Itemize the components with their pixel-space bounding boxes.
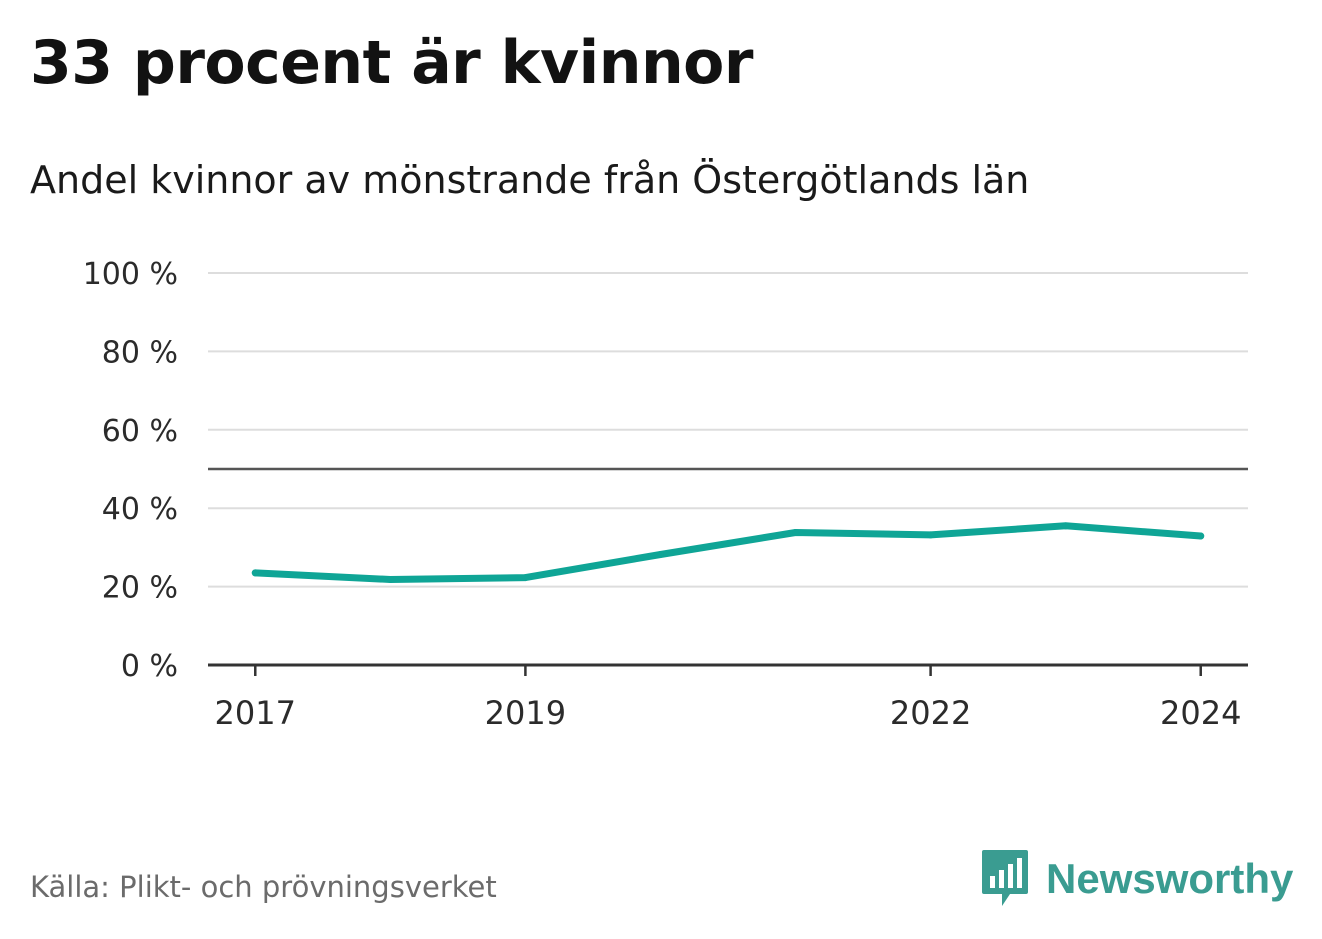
- data-point-2019: [521, 574, 529, 582]
- data-point-2018: [386, 576, 394, 584]
- line-chart: 0 % 20 % 40 % 60 % 80 % 100 % 2017 2019 2022 2024: [83, 257, 1248, 732]
- data-point-2021: [792, 529, 800, 537]
- x-tick-label: 2022: [890, 694, 971, 732]
- data-point-2022: [927, 531, 935, 539]
- newsworthy-logo: Newsworthy: [980, 848, 1293, 910]
- series-line-0: [251, 522, 1205, 583]
- x-tick-label: 2024: [1160, 694, 1241, 732]
- y-tick-label: 20 %: [102, 571, 178, 606]
- logo-text: Newsworthy: [1046, 855, 1294, 902]
- chart-title: 33 procent är kvinnor: [30, 28, 753, 98]
- x-tick-label: 2017: [215, 694, 296, 732]
- y-tick-label: 80 %: [102, 335, 178, 370]
- x-tick-label: 2019: [485, 694, 566, 732]
- data-point-2023: [1062, 522, 1070, 530]
- y-tick-label: 100 %: [83, 257, 178, 292]
- y-tick-label: 40 %: [102, 492, 178, 527]
- data-point-2024: [1197, 532, 1205, 540]
- y-tick-label: 60 %: [102, 414, 178, 449]
- data-point-2017: [251, 569, 259, 577]
- bar-chart-speech-icon: [982, 850, 1028, 906]
- chart-subtitle: Andel kvinnor av mönstrande från Östergö…: [30, 158, 1030, 202]
- data-point-2020: [656, 550, 664, 558]
- y-tick-label: 0 %: [121, 649, 178, 684]
- source-note: Källa: Plikt- och prövningsverket: [30, 870, 497, 904]
